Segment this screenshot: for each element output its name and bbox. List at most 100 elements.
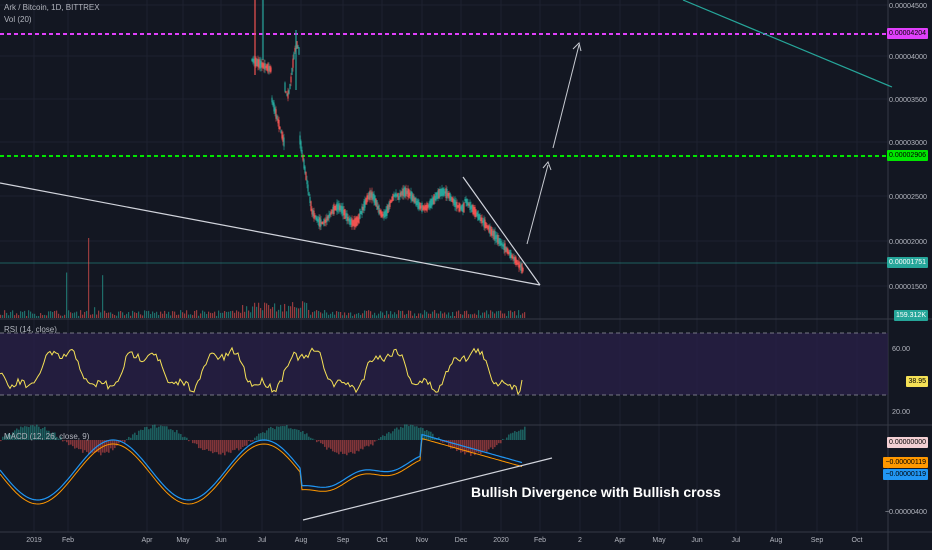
- volume-bar: [442, 313, 444, 318]
- candle-body: [441, 188, 443, 196]
- candle-body: [265, 65, 267, 69]
- macd-histogram-bar: [116, 440, 118, 446]
- candle-body: [511, 254, 513, 258]
- macd-indicator-label[interactable]: MACD (12, 26, close, 9): [4, 432, 90, 441]
- candle-body: [304, 166, 306, 174]
- candle-body: [505, 246, 507, 252]
- volume-bar: [418, 313, 420, 318]
- macd-histogram-bar: [18, 429, 20, 440]
- candle-body: [465, 199, 467, 204]
- candle-body: [501, 243, 503, 246]
- volume-bar: [514, 311, 516, 318]
- macd-histogram-bar: [40, 428, 42, 440]
- macd-histogram-bar: [150, 428, 152, 440]
- macd-histogram-bar: [272, 428, 274, 440]
- volume-bar: [8, 315, 10, 318]
- macd-histogram-bar: [244, 440, 246, 446]
- volume-bar: [314, 311, 316, 318]
- macd-histogram-bar: [172, 430, 174, 440]
- macd-histogram-bar: [98, 440, 100, 453]
- volume-bar: [112, 313, 114, 318]
- volume-bar: [206, 313, 208, 318]
- candle-body: [452, 198, 454, 204]
- volume-indicator-label[interactable]: Vol (20): [4, 15, 32, 24]
- macd-histogram-bar: [108, 440, 110, 453]
- volume-bar: [46, 315, 48, 318]
- time-axis-label: Apr: [614, 537, 626, 544]
- candle-body: [344, 209, 346, 219]
- candle-body: [296, 41, 298, 49]
- candle-body: [365, 197, 367, 205]
- volume-bar: [200, 313, 202, 318]
- candle-body: [283, 137, 285, 147]
- volume-bar: [378, 313, 380, 318]
- volume-bar: [402, 310, 404, 318]
- macd-signal-badge: −0.00000119: [883, 457, 928, 468]
- candle-body: [378, 205, 380, 215]
- time-axis-label: Jun: [215, 537, 227, 544]
- volume-bar: [38, 315, 40, 318]
- volume-bar: [78, 315, 80, 318]
- volume-bar: [172, 311, 174, 318]
- time-axis-label: 2: [578, 537, 582, 544]
- macd-histogram-bar: [332, 440, 334, 452]
- macd-histogram-bar: [492, 440, 494, 450]
- macd-histogram-bar: [404, 424, 406, 440]
- volume-bar: [436, 313, 438, 318]
- volume-bar: [338, 311, 340, 318]
- volume-bar: [214, 311, 216, 318]
- macd-histogram-bar: [418, 427, 420, 440]
- rsi-tick: 60.00: [892, 344, 910, 353]
- volume-bar: [88, 238, 90, 318]
- macd-histogram-bar: [76, 440, 78, 448]
- macd-histogram-bar: [294, 428, 296, 440]
- macd-histogram-bar: [176, 429, 178, 440]
- volume-bar: [160, 311, 162, 318]
- candle-body: [409, 192, 411, 197]
- candle-body: [338, 203, 340, 212]
- candle-body: [439, 189, 441, 197]
- volume-bar: [352, 315, 354, 318]
- volume-bar: [480, 315, 482, 318]
- macd-histogram-bar: [442, 440, 444, 443]
- volume-bar: [252, 306, 254, 318]
- candle-body: [403, 187, 405, 197]
- macd-histogram-bar: [494, 440, 496, 448]
- candle-body: [343, 209, 345, 216]
- volume-bar: [488, 314, 490, 318]
- macd-histogram-bar: [300, 431, 302, 440]
- volume-bar: [210, 312, 212, 318]
- volume-bar: [124, 315, 126, 318]
- macd-histogram-bar: [296, 429, 298, 440]
- candle-body: [407, 188, 409, 198]
- volume-bar: [496, 311, 498, 318]
- volume-bar: [406, 313, 408, 318]
- volume-bar: [356, 313, 358, 318]
- volume-bar: [258, 302, 260, 318]
- macd-histogram-bar: [20, 426, 22, 440]
- volume-bar: [114, 314, 116, 318]
- macd-histogram-bar: [46, 430, 48, 440]
- candle-body: [516, 260, 518, 265]
- macd-histogram-bar: [412, 425, 414, 440]
- candle-body: [302, 155, 304, 161]
- macd-histogram-bar: [128, 436, 130, 440]
- volume-bar: [226, 311, 228, 318]
- volume-bar: [70, 312, 72, 318]
- candle-body: [499, 238, 501, 246]
- candle-body: [406, 190, 408, 194]
- macd-histogram-bar: [124, 440, 126, 443]
- volume-bar: [490, 310, 492, 318]
- candle-body: [513, 257, 515, 261]
- macd-histogram-bar: [466, 440, 468, 453]
- volume-bar: [40, 313, 42, 318]
- macd-histogram-bar: [4, 435, 6, 440]
- volume-bar: [426, 311, 428, 318]
- volume-bar: [326, 312, 328, 318]
- volume-bar: [72, 313, 74, 318]
- projection-arrow: [526, 164, 549, 245]
- rsi-indicator-label[interactable]: RSI (14, close): [4, 325, 57, 334]
- symbol-title[interactable]: Ark / Bitcoin, 1D, BITTREX: [4, 3, 100, 12]
- volume-bar: [150, 314, 152, 318]
